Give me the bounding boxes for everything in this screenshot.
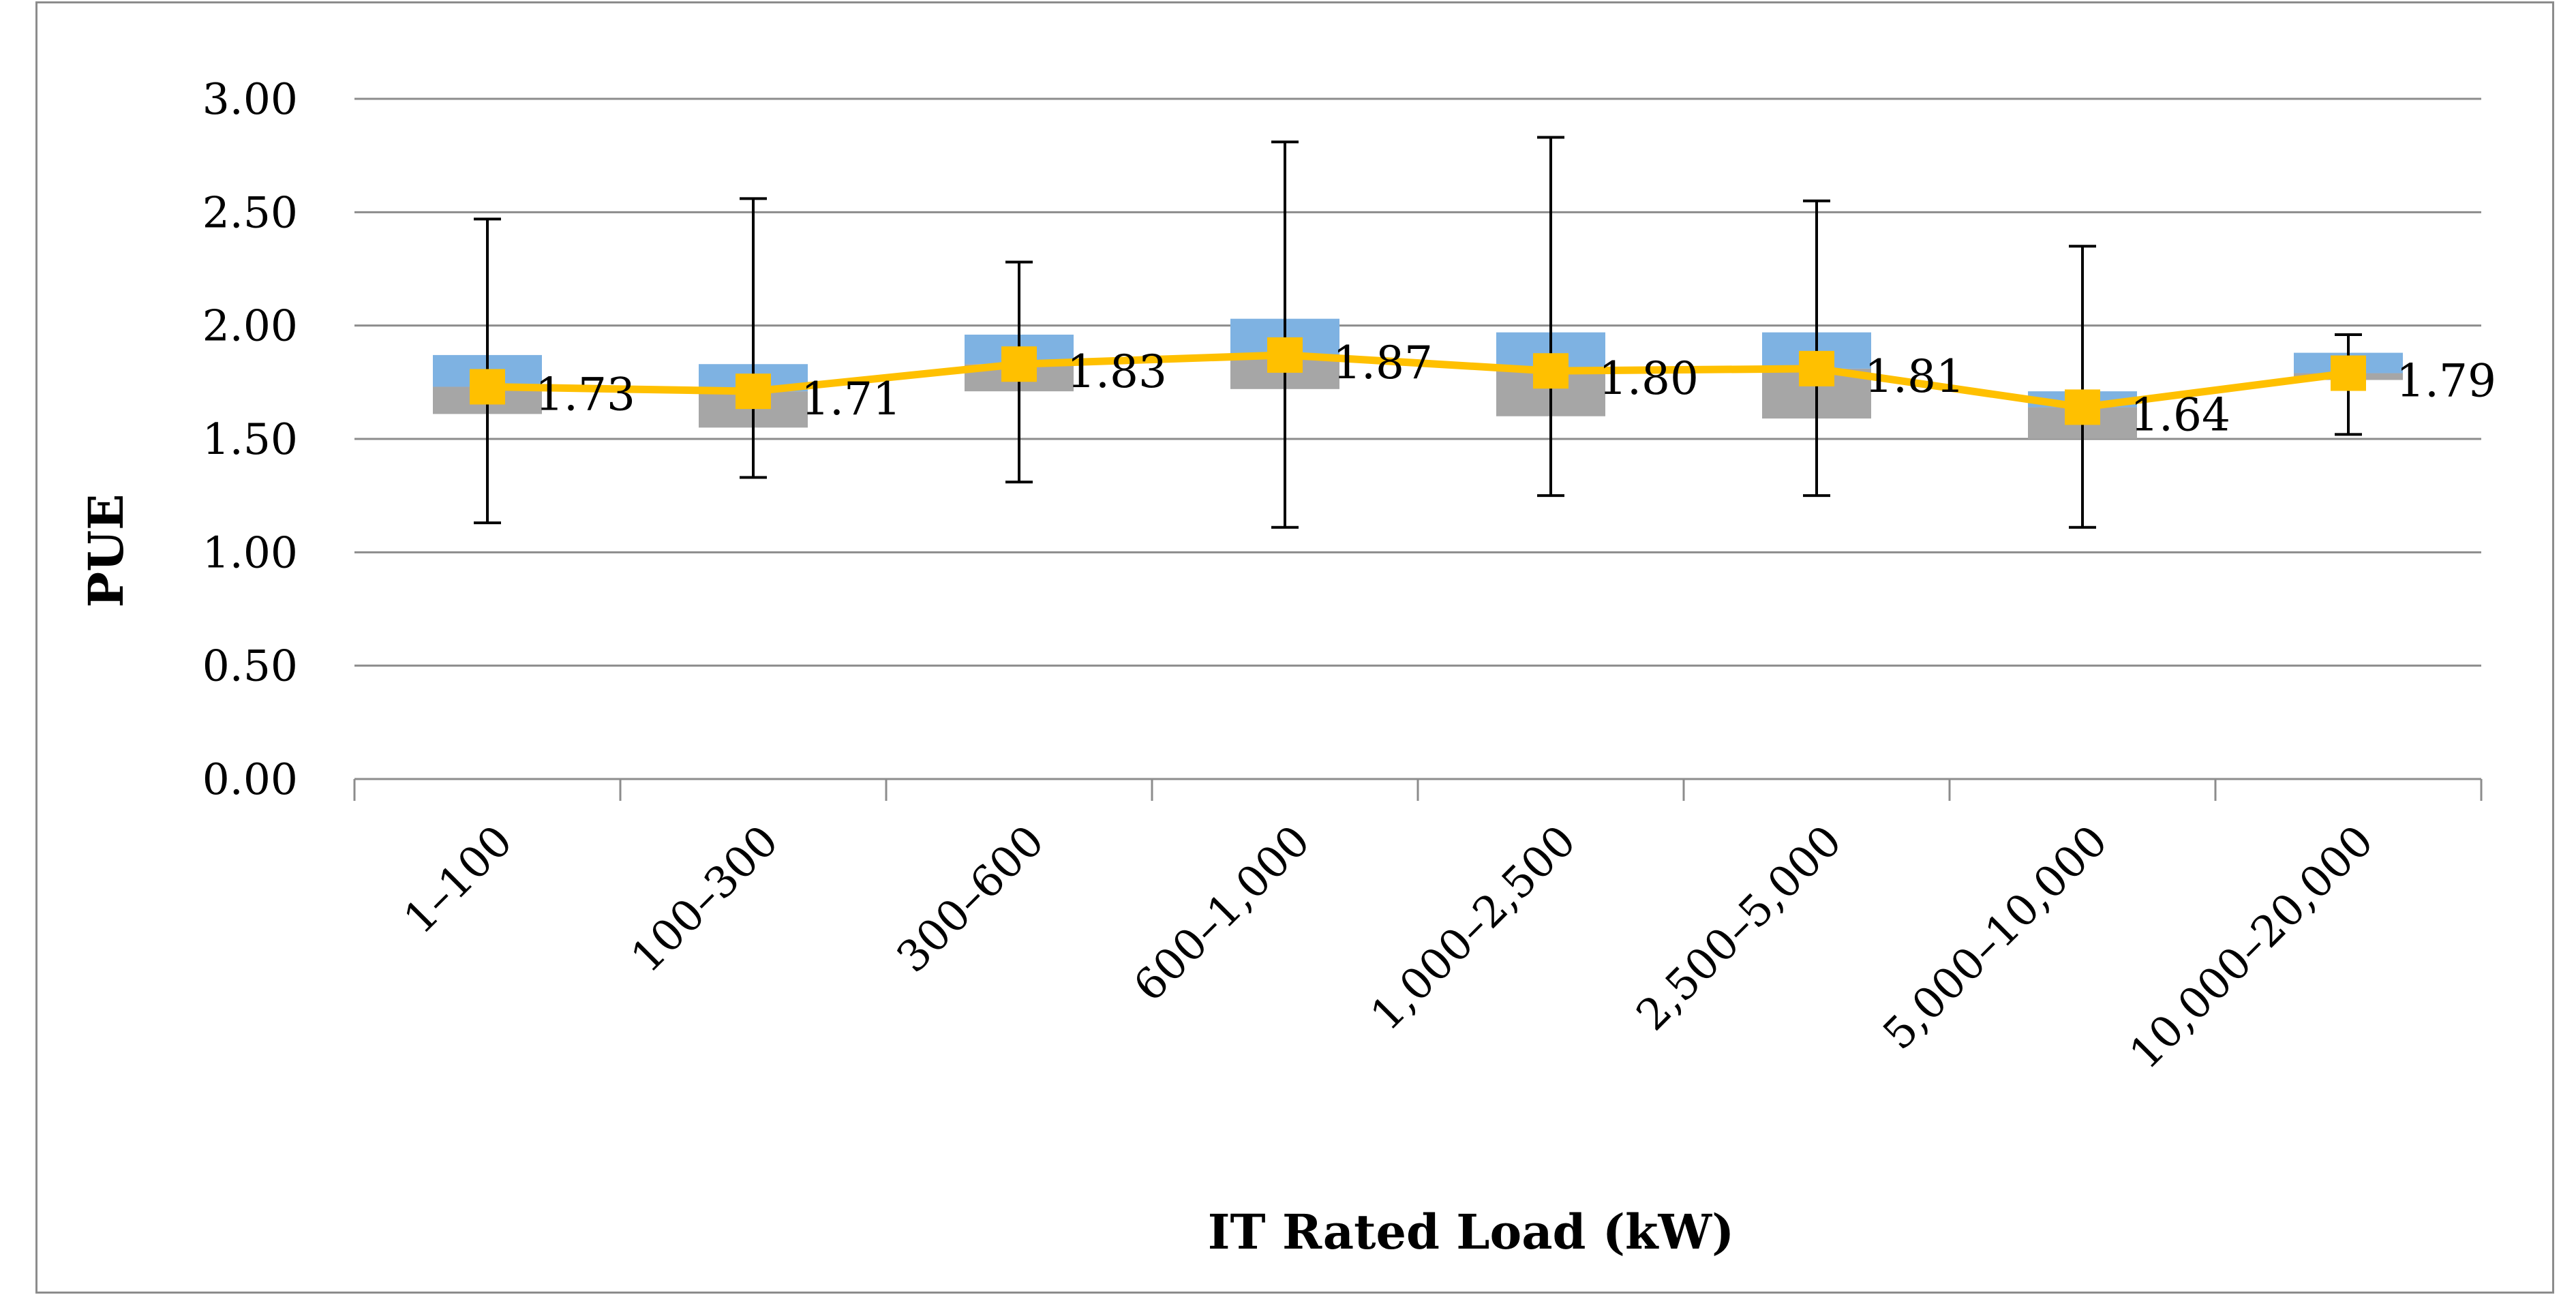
y-tick-label: 2.00 <box>202 301 298 351</box>
mean-marker <box>1267 337 1303 373</box>
y-tick-label: 1.50 <box>202 414 298 464</box>
data-label: 1.64 <box>2130 388 2230 441</box>
axes: 0.00 0.50 1.00 1.50 2.00 2.50 3.00 1–100 100–300… <box>202 74 2483 1079</box>
x-tick-label: 2,500–5,000 <box>1627 816 1851 1040</box>
x-tick-label: 300–600 <box>888 816 1054 982</box>
x-tick-label: 1–100 <box>394 816 521 943</box>
data-label: 1.79 <box>2396 355 2496 408</box>
gridlines <box>354 97 2481 667</box>
x-tick-label: 10,000–20,000 <box>2120 816 2383 1079</box>
y-tick-label: 0.00 <box>202 754 298 804</box>
mean-marker <box>470 369 505 405</box>
mean-marker <box>1533 353 1569 389</box>
x-tick-label: 100–300 <box>622 816 788 982</box>
data-label: 1.81 <box>1864 350 1965 403</box>
y-tick-label: 2.50 <box>202 187 298 237</box>
mean-marker <box>2331 355 2366 391</box>
y-tick-label: 1.00 <box>202 528 298 577</box>
data-label: 1.87 <box>1333 337 1433 389</box>
mean-marker <box>1799 350 1834 386</box>
line-layer <box>470 337 2366 425</box>
x-tick-label: 1,000–2,500 <box>1361 816 1586 1040</box>
label-layer: 1.73 1.71 1.83 1.87 1.80 1.81 1.64 1.79 <box>535 337 2496 442</box>
x-tick-label: 5,000–10,000 <box>1873 816 2117 1059</box>
data-label: 1.80 <box>1598 352 1699 405</box>
whisker-layer <box>474 136 2362 529</box>
x-tick-label: 600–1,000 <box>1124 816 1319 1011</box>
data-label: 1.83 <box>1067 346 1167 398</box>
y-axis-title: PUE <box>78 493 134 607</box>
y-tick-label: 0.50 <box>202 641 298 691</box>
mean-line <box>487 351 2349 411</box>
data-label: 1.73 <box>535 368 635 421</box>
mean-marker <box>736 373 771 410</box>
data-label: 1.71 <box>801 373 901 425</box>
x-axis-title: IT Rated Load (kW) <box>1208 1204 1734 1260</box>
mean-marker <box>1001 346 1037 382</box>
mean-marker <box>2065 389 2100 425</box>
y-tick-label: 3.00 <box>202 74 298 124</box>
chart-frame <box>35 1 2554 1294</box>
